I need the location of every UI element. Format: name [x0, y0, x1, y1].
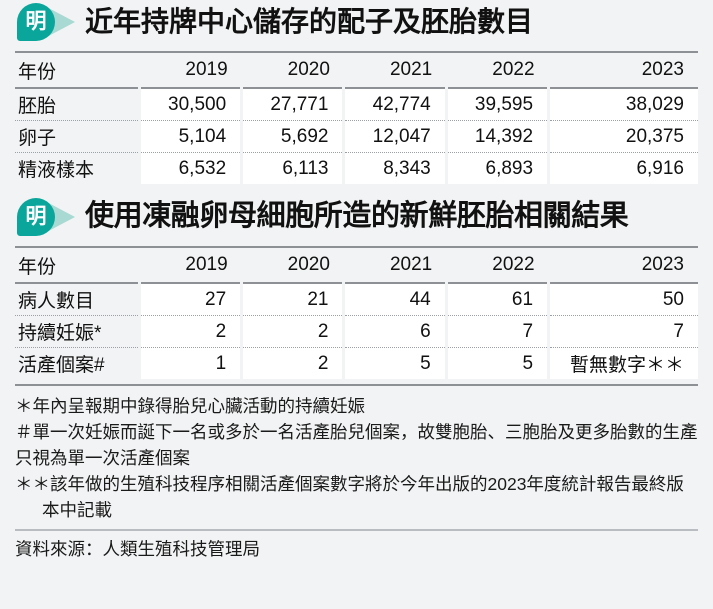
cell-semen-2021: 8,343	[342, 152, 447, 184]
table-bottom-rule	[15, 384, 698, 386]
cell-live-birth-2022: 5	[444, 347, 549, 379]
data-source: 資料來源：人類生殖科技管理局	[15, 539, 260, 560]
table-header-row: 年份 2019 2020 2021 2022 2023	[15, 51, 698, 89]
footnote-hash: ＃單一次妊娠而誕下一名或多於一名活產胎兒個案，故雙胞胎、三胞胎及更多胎數的生產只…	[15, 421, 698, 468]
section-2-title: 使用凍融卵母細胞所造的新鮮胚胎相關結果	[85, 200, 629, 233]
cell-semen-2019: 6,532	[137, 152, 242, 184]
cell-embryo-2022: 39,595	[444, 88, 549, 121]
section-1-title: 近年持牌中心儲存的配子及胚胎數目	[85, 5, 534, 37]
header-year-2019: 2019	[139, 51, 242, 89]
table-row: 胚胎 30,500 27,771 42,774 39,595 38,029	[15, 88, 698, 121]
cell-ongoing-2021: 6	[342, 315, 447, 348]
cell-patients-2019: 27	[137, 283, 242, 316]
row-label-egg: 卵子	[15, 120, 140, 153]
header-label: 年份	[15, 51, 140, 89]
speech-bubble-icon: 明	[17, 198, 55, 236]
table-row: 精液樣本 6,532 6,113 8,343 6,893 6,916	[15, 152, 698, 184]
table-row: 卵子 5,104 5,692 12,047 14,392 20,375	[15, 120, 698, 153]
cell-embryo-2023: 38,029	[547, 88, 698, 121]
badge-glyph: 明	[25, 203, 47, 228]
source-divider-rule	[15, 529, 698, 532]
cell-patients-2021: 44	[342, 283, 447, 316]
row-label-ongoing-pregnancy: 持續妊娠*	[15, 315, 140, 348]
header-year-2023: 2023	[548, 51, 698, 89]
header-year-2022: 2022	[446, 246, 549, 284]
header-year-2023: 2023	[548, 246, 698, 284]
cell-semen-2020: 6,113	[240, 152, 344, 184]
header-year-2021: 2021	[343, 246, 447, 284]
cell-live-birth-2019: 1	[137, 347, 242, 379]
cell-semen-2023: 6,916	[547, 152, 698, 184]
cell-egg-2022: 14,392	[444, 120, 549, 153]
cell-ongoing-2023: 7	[547, 315, 698, 348]
table-header-row: 年份 2019 2020 2021 2022 2023	[15, 246, 698, 284]
cell-live-birth-2021: 5	[342, 347, 447, 379]
table-row: 持續妊娠* 2 2 6 7 7	[15, 315, 698, 348]
section-1-title-row: 明 近年持牌中心儲存的配子及胚胎數目	[15, 0, 698, 44]
cell-embryo-2019: 30,500	[137, 88, 242, 121]
ming-pao-badge-icon: 明	[15, 0, 77, 44]
section-2-title-row: 明 使用凍融卵母細胞所造的新鮮胚胎相關結果	[15, 195, 698, 239]
header-year-2020: 2020	[241, 246, 344, 284]
header-year-2019: 2019	[139, 246, 242, 284]
cell-egg-2020: 5,692	[240, 120, 344, 153]
row-label-live-birth: 活產個案#	[18, 355, 105, 376]
speech-bubble-icon: 明	[17, 3, 55, 41]
table-row: 活產個案# 1 2 5 5 暫無數字＊＊	[15, 347, 698, 379]
cell-ongoing-2020: 2	[240, 315, 344, 348]
frozen-thawed-oocytes-table: 年份 2019 2020 2021 2022 2023 病人數目 27 21 4…	[15, 246, 698, 379]
cell-embryo-2021: 42,774	[342, 88, 447, 121]
table-row: 病人數目 27 21 44 61 50	[15, 283, 698, 316]
section-1-table-wrap: 年份 2019 2020 2021 2022 2023 胚胎 30,500 27…	[15, 51, 698, 184]
cell-patients-2020: 21	[240, 283, 344, 316]
ming-pao-badge-icon-2: 明	[15, 195, 77, 239]
cell-egg-2021: 12,047	[342, 120, 447, 153]
row-label-embryo: 胚胎	[15, 88, 140, 121]
header-label: 年份	[15, 246, 140, 284]
header-year-2022: 2022	[446, 51, 549, 89]
cell-semen-2022: 6,893	[444, 152, 549, 184]
cell-egg-2019: 5,104	[137, 120, 242, 153]
row-label-patients: 病人數目	[15, 283, 140, 316]
gametes-embryos-table: 年份 2019 2020 2021 2022 2023 胚胎 30,500 27…	[15, 51, 698, 184]
cell-egg-2023: 20,375	[547, 120, 698, 153]
cell-embryo-2020: 27,771	[240, 88, 344, 121]
cell-ongoing-2022: 7	[444, 315, 549, 348]
cell-patients-2023: 50	[547, 283, 698, 316]
footnote-asterisk: ＊年內呈報期中錄得胎兒心臟活動的持續妊娠	[15, 396, 365, 416]
cell-live-birth-2023: 暫無數字＊＊	[547, 347, 698, 379]
footnotes: ＊年內呈報期中錄得胎兒心臟活動的持續妊娠 ＃單一次妊娠而誕下一名或多於一名活產胎…	[15, 394, 698, 523]
badge-glyph: 明	[25, 8, 47, 33]
section-spacer	[15, 184, 698, 195]
cell-ongoing-2019: 2	[137, 315, 242, 348]
row-label-semen: 精液樣本	[18, 160, 95, 181]
cell-live-birth-2020: 2	[240, 347, 344, 379]
header-year-2020: 2020	[241, 51, 344, 89]
section-2-table-wrap: 年份 2019 2020 2021 2022 2023 病人數目 27 21 4…	[15, 246, 698, 386]
footnote-double-asterisk: ＊＊該年做的生殖科技程序相關活產個案數字將於今年出版的2023年度統計報告最終版…	[15, 473, 684, 520]
cell-patients-2022: 61	[444, 283, 549, 316]
header-year-2021: 2021	[343, 51, 447, 89]
